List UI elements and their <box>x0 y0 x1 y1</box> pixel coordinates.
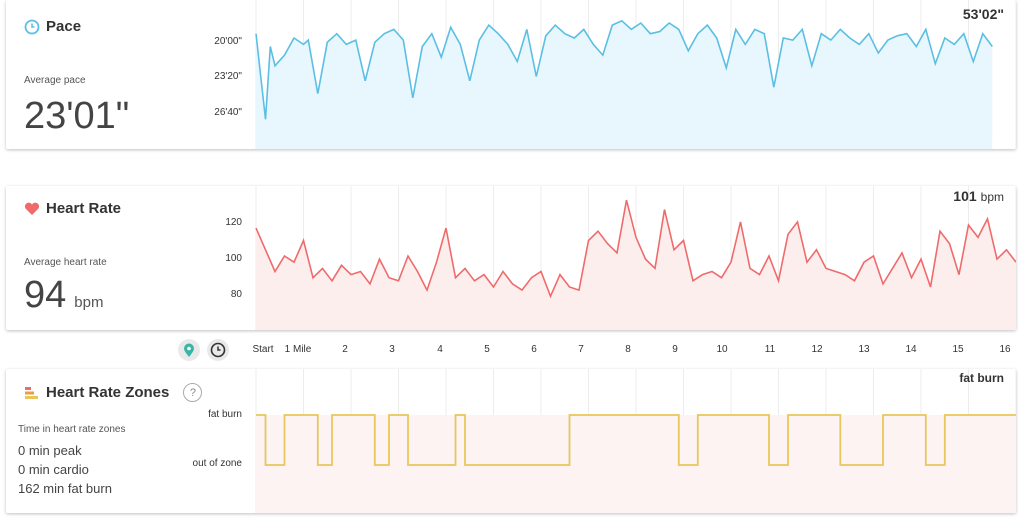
pace-chart <box>255 0 1016 149</box>
average-heart-rate: 94 bpm <box>24 274 103 317</box>
distance-tick: 7 <box>578 344 584 355</box>
heart-rate-title: Heart Rate <box>24 200 121 217</box>
distance-axis: Start 1 Mile 2 3 4 5 6 7 8 9 10 11 12 13 14 15 16 <box>0 331 1024 369</box>
zone-current-value: fat burn <box>959 371 1004 385</box>
distance-tick: 5 <box>484 344 490 355</box>
distance-tick: Start <box>252 344 274 355</box>
pace-area <box>256 20 993 149</box>
pace-y-tick: 26'40" <box>214 107 242 118</box>
distance-tick: 12 <box>811 344 823 355</box>
hr-y-tick: 100 <box>225 253 242 264</box>
distance-tick: 8 <box>625 344 631 355</box>
heart-rate-line <box>255 200 1016 299</box>
pace-line <box>255 19 993 120</box>
pace-title-text: Pace <box>46 18 82 35</box>
time-view-button[interactable] <box>207 339 229 361</box>
distance-tick: 16 <box>999 344 1011 355</box>
average-pace-value: 23'01" <box>24 95 130 137</box>
zones-summary: Time in heart rate zones 0 min peak 0 mi… <box>18 420 125 498</box>
heart-rate-title-text: Heart Rate <box>46 200 122 217</box>
zone-y-tick: fat burn <box>208 409 242 420</box>
distance-tick: 2 <box>342 344 348 355</box>
heart-icon <box>24 202 40 215</box>
help-button[interactable]: ? <box>183 383 203 402</box>
heart-rate-card: Heart Rate Average heart rate 94 bpm 120 … <box>6 186 1016 330</box>
hr-y-tick: 120 <box>225 217 242 228</box>
zone-item-cardio: 0 min cardio <box>18 462 89 477</box>
distance-tick: 10 <box>716 344 728 355</box>
average-heart-rate-label: Average heart rate <box>24 257 107 268</box>
heart-rate-chart <box>255 186 1016 330</box>
clock-icon <box>24 19 40 34</box>
zone-item-peak: 0 min peak <box>18 443 82 458</box>
pace-card: Pace Average pace 23'01" 20'00" 23'20" 2… <box>6 0 1016 149</box>
pace-y-tick: 20'00" <box>214 36 242 47</box>
heart-rate-current-value: 101 <box>953 188 977 204</box>
distance-tick: 6 <box>531 344 537 355</box>
average-heart-rate-unit: bpm <box>74 294 104 311</box>
distance-tick: 4 <box>437 344 443 355</box>
distance-tick: 1 Mile <box>284 344 312 355</box>
zones-chart <box>255 369 1016 513</box>
zones-title: Heart Rate Zones ? <box>24 383 203 402</box>
distance-tick: 11 <box>764 344 776 355</box>
map-pin-icon <box>184 343 194 357</box>
heart-rate-area <box>256 200 1016 330</box>
zones-bars-icon <box>25 386 38 399</box>
hr-y-tick: 80 <box>230 289 242 300</box>
distance-tick: 13 <box>858 344 870 355</box>
zones-area <box>256 415 1016 513</box>
heart-rate-current: 101 bpm <box>953 188 1004 204</box>
zones-title-text: Heart Rate Zones <box>46 384 170 401</box>
zone-item-fat-burn: 162 min fat burn <box>18 481 112 496</box>
zone-y-tick: out of zone <box>192 458 242 469</box>
distance-tick: 3 <box>389 344 395 355</box>
average-heart-rate-value: 94 <box>24 274 67 316</box>
zones-line <box>256 414 1016 466</box>
clock-icon <box>210 342 226 358</box>
pace-title: Pace <box>24 18 81 35</box>
heart-rate-current-unit: bpm <box>980 190 1004 204</box>
average-pace-label: Average pace <box>24 75 86 86</box>
pace-y-tick: 23'20" <box>214 71 242 82</box>
pace-current-value: 53'02" <box>962 6 1004 22</box>
zones-summary-label: Time in heart rate zones <box>18 424 126 435</box>
distance-tick: 9 <box>672 344 678 355</box>
distance-tick: 14 <box>905 344 917 355</box>
distance-tick: 15 <box>952 344 964 355</box>
heart-rate-zones-card: Heart Rate Zones ? fat burn out of zone … <box>6 369 1016 513</box>
map-view-button[interactable] <box>178 339 200 361</box>
